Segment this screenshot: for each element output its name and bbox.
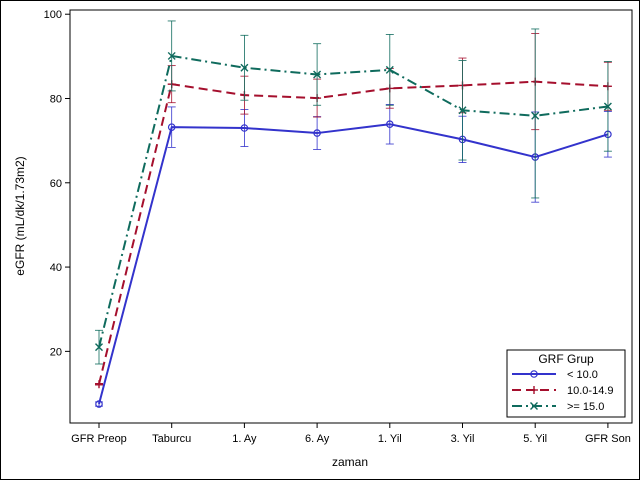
marker-stroke — [458, 106, 467, 115]
marker-stroke — [95, 343, 103, 352]
x-tick-label: 1. Yil — [378, 433, 402, 445]
error-bar — [531, 28, 540, 199]
plot-area — [69, 9, 633, 424]
data-point — [95, 343, 103, 352]
legend-label: >= 15.0 — [567, 401, 604, 413]
data-point — [240, 63, 249, 72]
series-layer — [95, 20, 612, 408]
marker-stroke — [313, 70, 322, 79]
x-tick-label: 5. Yil — [523, 433, 547, 445]
data-point — [95, 400, 103, 408]
series-3 — [95, 20, 612, 365]
legend-item: >= 15.0 — [512, 401, 604, 413]
y-tick-label: 60 — [50, 178, 62, 190]
data-point — [458, 106, 467, 115]
y-tick-label: 40 — [50, 262, 62, 274]
x-axis-title: zaman — [332, 455, 368, 469]
data-point — [167, 123, 176, 131]
marker-stroke — [385, 65, 394, 74]
marker-stroke — [167, 51, 176, 60]
legend-label: < 10.0 — [567, 369, 598, 381]
legend: GRF Grup < 10.0 10.0-14.9 >= 15.0 — [506, 349, 626, 418]
data-point — [313, 70, 322, 79]
x-axis: GFR Preop Taburcu 1. Ay 6. Ay 1. Yil 3. Yil 5.… — [71, 423, 631, 445]
marker-stroke — [531, 111, 540, 120]
legend-marker — [530, 386, 538, 394]
series-2 — [95, 33, 612, 389]
data-point — [603, 102, 612, 111]
series-line — [98, 80, 608, 385]
data-point — [95, 380, 103, 389]
marker-stroke — [603, 102, 612, 111]
x-tick-label: Taburcu — [152, 433, 191, 445]
series-line — [98, 123, 609, 405]
y-axis-title: eGFR (mL/dk/1.73m2) — [13, 156, 27, 275]
x-tick-label: 1. Ay — [232, 433, 257, 445]
x-tick-label: GFR Son — [585, 433, 631, 445]
x-tick-label: 3. Yil — [451, 433, 475, 445]
x-tick-label: 6. Ay — [305, 433, 330, 445]
legend-items: < 10.0 10.0-14.9 >= 15.0 — [512, 369, 613, 413]
legend-label: 10.0-14.9 — [567, 385, 613, 397]
data-point — [385, 65, 394, 74]
data-point — [240, 124, 249, 132]
y-tick-label: 100 — [44, 9, 62, 21]
series-line — [98, 54, 609, 348]
y-tick-label: 20 — [50, 346, 62, 358]
marker-stroke — [240, 63, 249, 72]
legend-marker — [530, 402, 538, 410]
data-point — [531, 111, 540, 120]
data-point — [167, 51, 176, 60]
legend-item: 10.0-14.9 — [512, 385, 613, 397]
x-tick-label: GFR Preop — [71, 433, 127, 445]
data-point — [385, 120, 394, 129]
series-1 — [95, 104, 612, 408]
legend-title: GRF Grup — [538, 352, 594, 366]
legend-item: < 10.0 — [512, 369, 598, 381]
y-axis: 20 40 60 80 100 — [44, 9, 70, 358]
legend-marker — [530, 370, 538, 378]
marker-stroke — [530, 402, 538, 410]
y-tick-label: 80 — [50, 94, 62, 106]
data-point — [313, 129, 321, 137]
